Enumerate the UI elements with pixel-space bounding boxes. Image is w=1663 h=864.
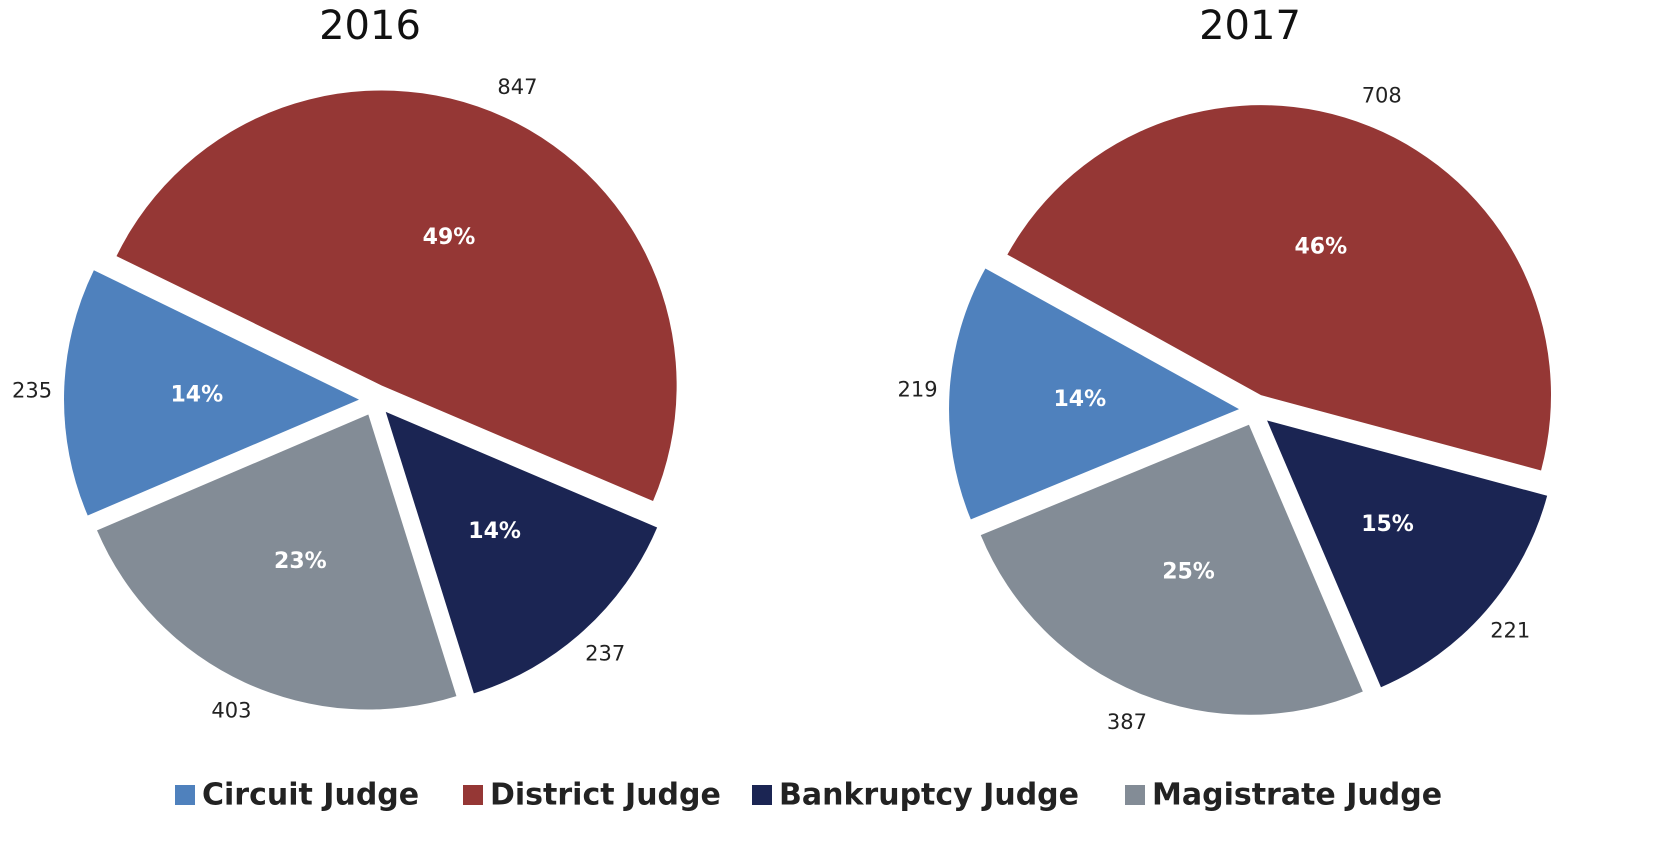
legend-label: Circuit Judge [202,778,419,813]
legend-label: District Judge [490,778,721,813]
value-label: 235 [12,378,52,402]
chart-title: 2016 [319,3,421,49]
pie-slice [949,268,1240,520]
value-label: 237 [585,641,625,665]
legend-swatch [1125,785,1145,805]
value-label: 387 [1107,710,1147,734]
value-label: 221 [1490,619,1530,643]
legend-swatch [752,785,772,805]
pie-slice [64,270,360,516]
percent-label: 25% [1162,559,1215,584]
chart-title: 2017 [1199,3,1301,49]
percent-label: 14% [1053,387,1106,412]
legend-swatch [463,785,483,805]
legend-label: Bankruptcy Judge [779,778,1079,813]
value-label: 708 [1362,84,1402,108]
pie-slice [1267,420,1548,688]
pie-slice [385,411,658,694]
percent-label: 14% [170,383,223,408]
pie-slice [980,424,1363,715]
pie-slice [97,414,457,710]
percent-label: 23% [274,549,327,574]
percent-label: 14% [468,519,521,544]
value-label: 403 [211,699,251,723]
value-label: 219 [898,377,938,401]
percent-label: 15% [1361,512,1414,537]
legend-swatch [175,785,195,805]
pie-slice [116,90,677,502]
percent-label: 46% [1294,234,1347,259]
value-label: 847 [497,75,537,99]
pie-slice [1007,105,1551,471]
percent-label: 49% [423,225,476,250]
legend-label: Magistrate Judge [1152,778,1442,813]
